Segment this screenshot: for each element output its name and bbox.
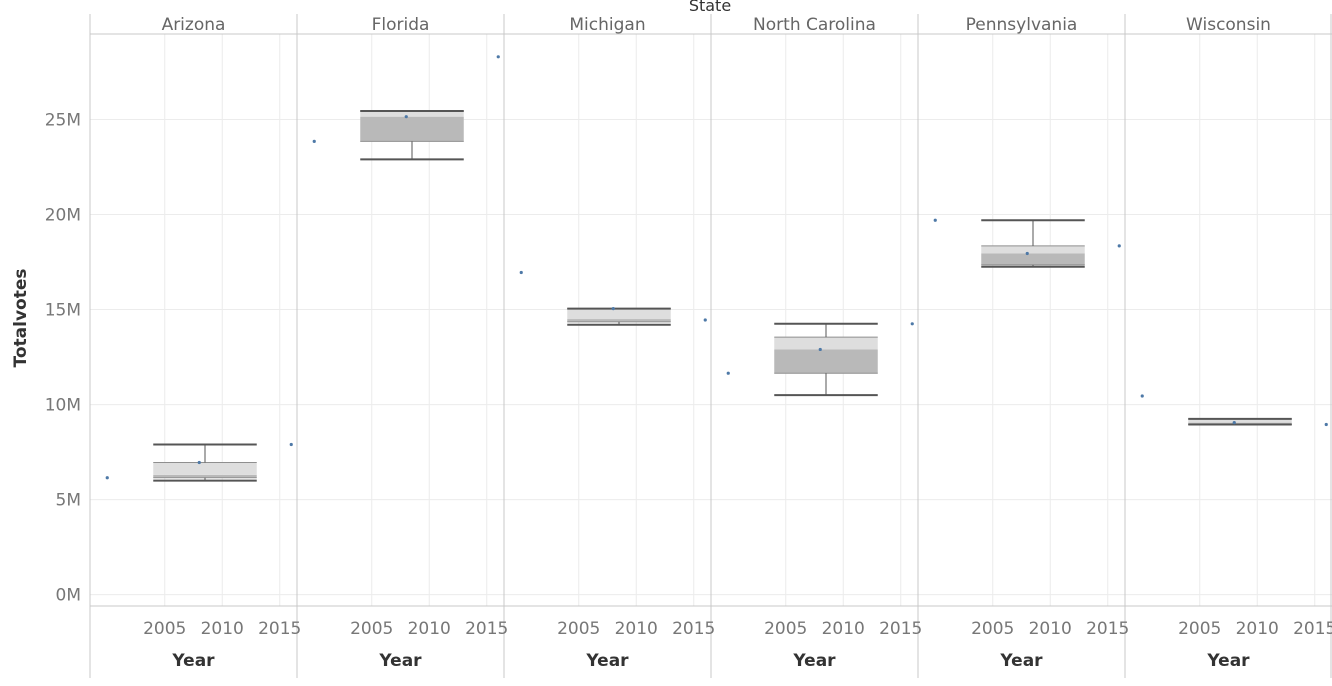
data-point	[1140, 394, 1144, 398]
panel-title: Pennsylvania	[966, 15, 1078, 35]
box-lower	[360, 116, 464, 142]
data-point	[611, 306, 615, 311]
data-point	[933, 218, 937, 222]
box-lower	[981, 253, 1085, 265]
x-axis-title: Year	[171, 651, 215, 671]
x-axis-title: Year	[378, 651, 422, 671]
box-lower	[774, 349, 878, 374]
x-tick-label: 2005	[764, 619, 807, 639]
x-tick-label: 2015	[879, 619, 922, 639]
data-point	[519, 270, 523, 275]
x-tick-label: 2015	[1086, 619, 1129, 639]
frame-layer	[89, 14, 1332, 678]
x-tick-label: 2005	[1178, 619, 1221, 639]
box-lower	[567, 319, 671, 322]
panel-title: Michigan	[569, 15, 645, 35]
x-tick-label: 2015	[258, 619, 301, 639]
data-point	[404, 115, 408, 119]
x-axis-title: Year	[585, 651, 629, 671]
y-tick-label: 20M	[45, 206, 81, 226]
data-point	[312, 139, 316, 143]
x-tick-label: 2015	[672, 619, 715, 639]
data-point	[105, 476, 109, 480]
x-axis-title: Year	[1206, 651, 1250, 671]
data-point	[818, 347, 822, 352]
y-tick-label: 10M	[45, 396, 81, 416]
box-upper	[981, 245, 1085, 254]
x-tick-label: 2010	[201, 619, 244, 639]
x-tick-label: 2015	[465, 619, 508, 639]
box-upper	[774, 337, 878, 350]
data-point	[726, 371, 730, 375]
data-point	[496, 55, 500, 59]
x-tick-label: 2010	[1029, 619, 1072, 639]
panel-title: Arizona	[162, 15, 226, 35]
x-tick-label: 2005	[350, 619, 393, 639]
box-upper	[1188, 418, 1292, 423]
panel-title: Florida	[372, 15, 430, 35]
x-tick-label: 2010	[408, 619, 451, 639]
y-tick-label: 25M	[45, 111, 81, 131]
box-upper	[567, 308, 671, 320]
data-point	[289, 442, 293, 447]
box-upper	[360, 110, 464, 117]
facet-title: State	[689, 0, 731, 15]
data-point	[197, 460, 201, 465]
data-point	[1025, 251, 1029, 256]
x-axis-title: Year	[792, 651, 836, 671]
x-tick-label: 2010	[615, 619, 658, 639]
x-tick-label: 2010	[822, 619, 865, 639]
box-lower	[153, 474, 257, 478]
x-axis-title: Year	[999, 651, 1043, 671]
y-tick-label: 0M	[56, 586, 81, 606]
data-point	[910, 322, 914, 326]
y-tick-label: 5M	[56, 491, 81, 511]
panel-title: Wisconsin	[1186, 15, 1271, 35]
marks-layer	[105, 55, 1328, 482]
y-axis-title: Totalvotes	[11, 269, 31, 368]
x-tick-label: 2015	[1293, 619, 1332, 639]
y-tick-label: 15M	[45, 301, 81, 321]
x-tick-label: 2005	[557, 619, 600, 639]
data-point	[703, 318, 707, 322]
data-point	[1232, 421, 1236, 425]
x-tick-label: 2005	[143, 619, 186, 639]
x-tick-label: 2005	[971, 619, 1014, 639]
data-point	[1117, 244, 1121, 248]
x-tick-label: 2010	[1236, 619, 1279, 639]
panel-title: North Carolina	[753, 15, 876, 35]
box-upper	[153, 462, 257, 475]
data-point	[1324, 422, 1328, 427]
text-layer: State Totalvotes 0M 5M 10M 15M 20M 25M 2005 201…	[11, 0, 1332, 671]
